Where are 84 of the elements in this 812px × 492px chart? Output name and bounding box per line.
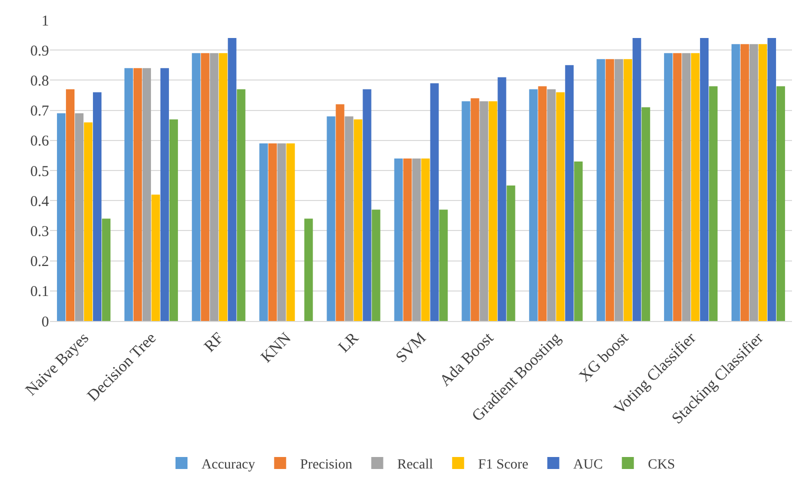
bar (691, 53, 700, 321)
bar (439, 210, 448, 321)
bar (565, 65, 574, 321)
bar (304, 218, 313, 321)
bar (547, 89, 556, 321)
bar (732, 44, 740, 321)
bar (700, 38, 709, 321)
bar (259, 143, 268, 321)
bar (344, 116, 354, 321)
bar (682, 53, 691, 321)
bar (277, 143, 286, 321)
legend-label: Recall (397, 457, 434, 472)
bar (228, 38, 236, 321)
bar (538, 86, 547, 321)
bar (632, 38, 642, 321)
bar (614, 59, 624, 321)
bar (218, 53, 228, 321)
bar (236, 89, 246, 321)
bar (268, 143, 277, 321)
y-tick-label: 0.4 (30, 194, 50, 210)
bar (133, 68, 142, 321)
legend-label: CKS (648, 457, 676, 472)
bar (430, 83, 439, 321)
bar (66, 89, 75, 321)
bar (462, 101, 470, 321)
bar (506, 186, 516, 321)
bar (488, 101, 498, 321)
bar (606, 59, 614, 321)
bar (354, 119, 362, 321)
bar (372, 210, 380, 321)
bar (192, 53, 200, 321)
bar (169, 119, 178, 321)
bar (642, 107, 650, 321)
y-tick-label: 0.2 (30, 254, 49, 270)
legend-label: AUC (573, 457, 603, 472)
bar (767, 38, 776, 321)
legend-label: Precision (300, 457, 352, 472)
bar (664, 53, 673, 321)
y-tick-label: 0.5 (30, 164, 49, 180)
bar (556, 92, 565, 321)
bar (92, 92, 102, 321)
y-tick-label: 0.9 (30, 43, 49, 60)
bar (750, 44, 758, 321)
bar (624, 59, 632, 321)
x-tick-label: RF (201, 330, 228, 356)
bar (124, 68, 133, 321)
bar (286, 143, 295, 321)
bar (84, 122, 92, 321)
bar (362, 89, 372, 321)
bar (776, 86, 786, 321)
bar (142, 68, 151, 321)
bar (151, 194, 160, 321)
x-tick-label: LR (336, 329, 362, 356)
bar (740, 44, 750, 321)
bar (394, 158, 403, 321)
bar (470, 98, 480, 321)
bar (412, 158, 421, 321)
bar (326, 116, 336, 321)
y-tick-label: 1 (42, 13, 49, 30)
y-tick-label: 0.1 (30, 284, 49, 300)
bar (709, 86, 718, 321)
bar (480, 101, 488, 321)
bar (403, 158, 412, 321)
bar (200, 53, 210, 321)
legend-label: Accuracy (202, 457, 256, 472)
y-tick-label: 0 (42, 314, 49, 330)
bar (673, 53, 682, 321)
bar (160, 68, 169, 321)
y-tick-label: 0.3 (30, 224, 49, 240)
bar (758, 44, 768, 321)
bar (596, 59, 606, 321)
bar (74, 113, 84, 321)
bar (498, 77, 506, 321)
legend-label: F1 Score (478, 457, 528, 472)
y-tick-label: 0.7 (30, 104, 50, 120)
y-tick-label: 0.8 (30, 73, 49, 90)
bar (210, 53, 218, 321)
bar (56, 113, 66, 321)
bar (529, 89, 538, 321)
bar (336, 104, 344, 321)
bar (574, 161, 583, 321)
bar (421, 158, 430, 321)
y-tick-label: 0.6 (30, 134, 50, 150)
bar (102, 218, 110, 321)
